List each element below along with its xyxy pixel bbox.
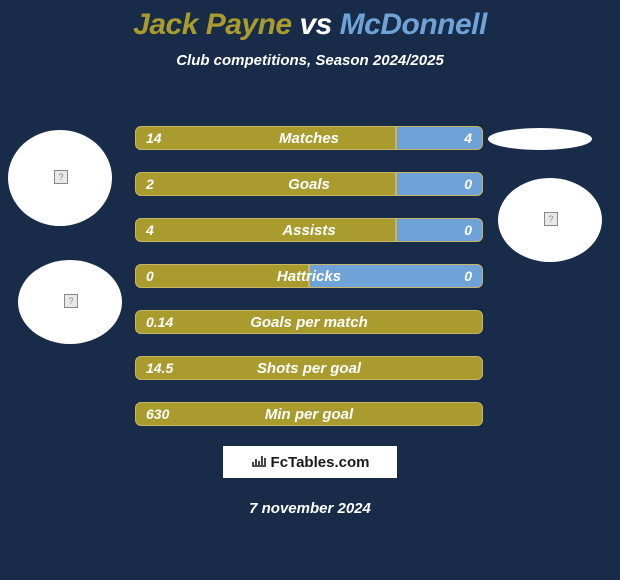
bar-row: 00Hattricks xyxy=(135,264,483,288)
bar-left: 630 xyxy=(135,402,483,426)
bar-left-value: 2 xyxy=(146,176,154,192)
bar-left-value: 0 xyxy=(146,268,154,284)
bar-row: 144Matches xyxy=(135,126,483,150)
bar-right-value: 0 xyxy=(464,176,472,192)
bar-left: 0.14 xyxy=(135,310,483,334)
chart-icon xyxy=(251,453,267,471)
bar-right: 4 xyxy=(396,126,483,150)
bar-left-value: 4 xyxy=(146,222,154,238)
bar-left: 2 xyxy=(135,172,396,196)
bar-left-value: 14.5 xyxy=(146,360,173,376)
bar-row: 0.14Goals per match xyxy=(135,310,483,334)
bar-left-value: 14 xyxy=(146,130,162,146)
bar-right: 0 xyxy=(309,264,483,288)
placeholder-icon: ? xyxy=(54,170,68,184)
bar-right: 0 xyxy=(396,218,483,242)
bar-row: 14.5Shots per goal xyxy=(135,356,483,380)
subtitle: Club competitions, Season 2024/2025 xyxy=(0,52,620,69)
bar-row: 20Goals xyxy=(135,172,483,196)
player1-name: Jack Payne xyxy=(133,8,291,41)
comparison-bars: 144Matches20Goals40Assists00Hattricks0.1… xyxy=(135,126,483,448)
bar-left: 0 xyxy=(135,264,309,288)
bar-left-value: 630 xyxy=(146,406,169,422)
bar-right: 0 xyxy=(396,172,483,196)
bar-left: 4 xyxy=(135,218,396,242)
bar-left-value: 0.14 xyxy=(146,314,173,330)
bar-row: 630Min per goal xyxy=(135,402,483,426)
fctables-watermark: FcTables.com xyxy=(223,446,397,478)
player-ellipse xyxy=(488,128,592,150)
bar-left: 14.5 xyxy=(135,356,483,380)
placeholder-icon: ? xyxy=(64,294,78,308)
date-label: 7 november 2024 xyxy=(0,500,620,517)
bar-row: 40Assists xyxy=(135,218,483,242)
placeholder-icon: ? xyxy=(544,212,558,226)
fctables-label: FcTables.com xyxy=(271,454,370,471)
bar-right-value: 0 xyxy=(464,268,472,284)
bar-right-value: 0 xyxy=(464,222,472,238)
bar-left: 14 xyxy=(135,126,396,150)
bar-right-value: 4 xyxy=(464,130,472,146)
player2-name: McDonnell xyxy=(340,8,487,41)
vs-text: vs xyxy=(299,8,331,41)
page-title: Jack Payne vs McDonnell xyxy=(0,0,620,42)
